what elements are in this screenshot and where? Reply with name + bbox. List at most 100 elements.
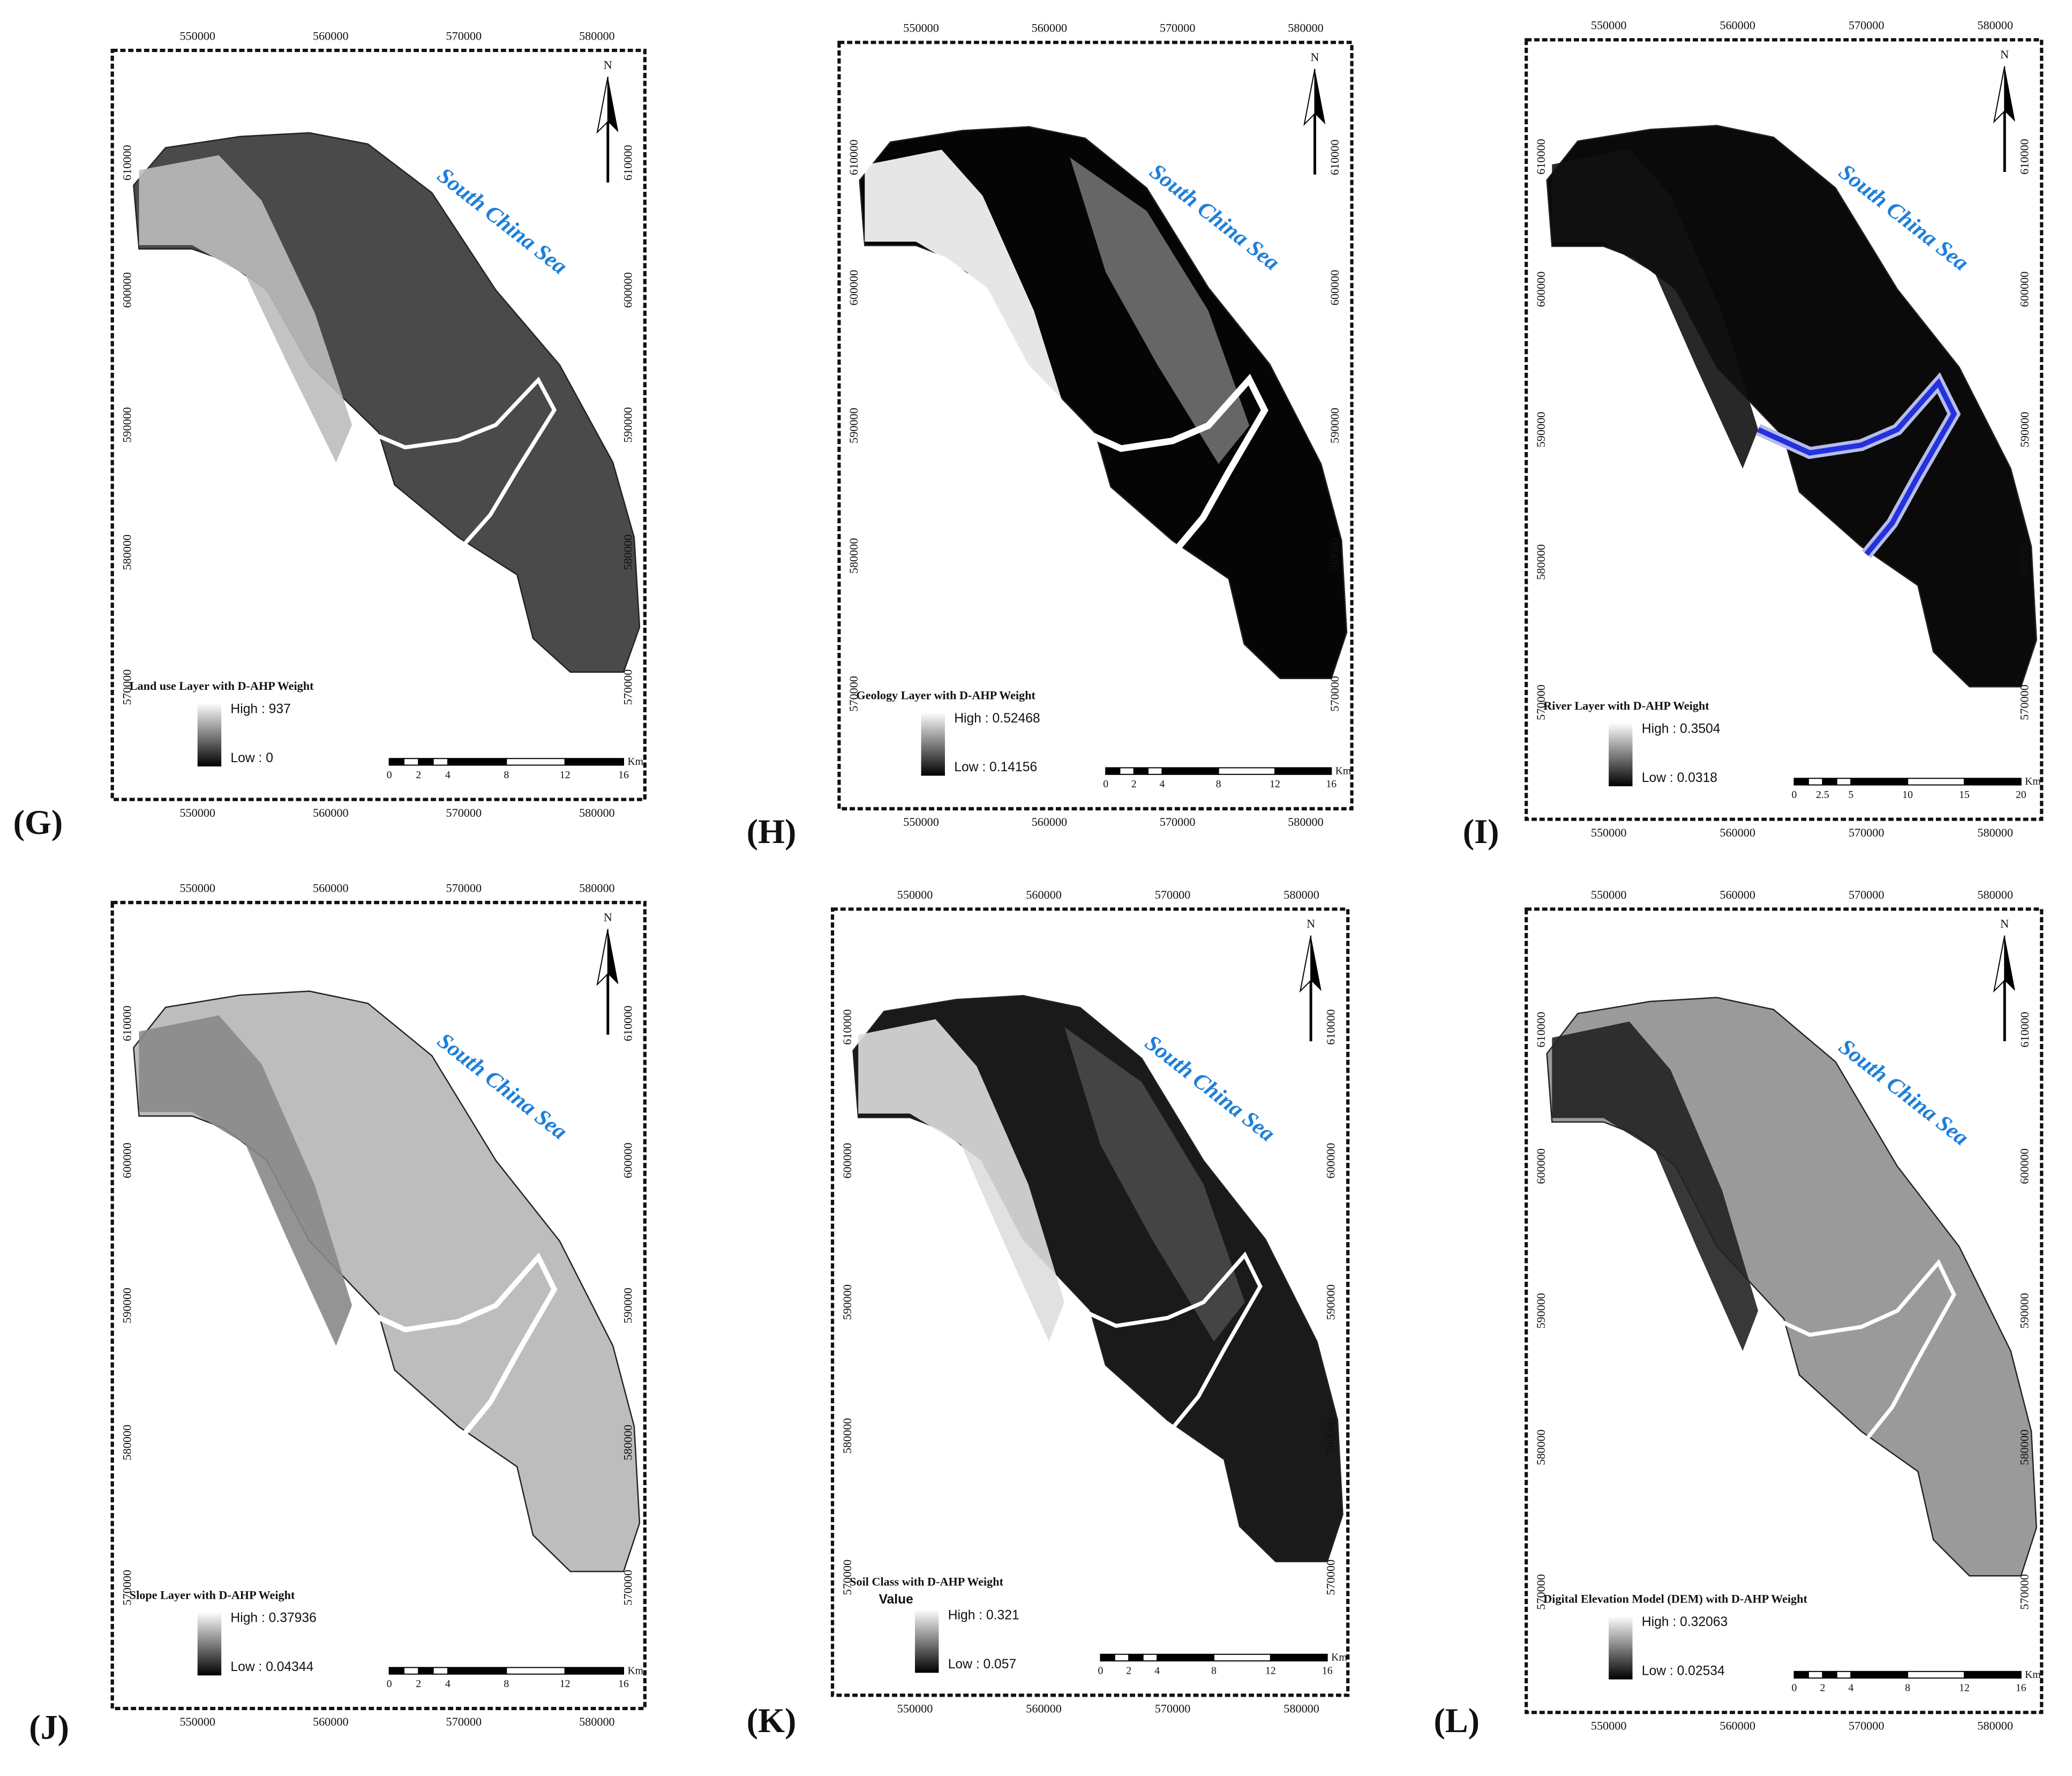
north-arrow — [1311, 935, 1322, 991]
y-coord-label: 610000 — [1534, 1012, 1548, 1048]
x-coord-label: 580000 — [579, 882, 615, 895]
scale-label: 5 — [1848, 789, 1853, 801]
x-coord-label: 550000 — [903, 21, 939, 35]
legend-title: Geology Layer with D-AHP Weight — [857, 688, 1036, 702]
scale-label: 2.5 — [1816, 789, 1829, 801]
y-coord-label: 590000 — [1534, 1293, 1548, 1329]
scale-label: 4 — [1154, 1665, 1160, 1676]
y-coord-label: 580000 — [1324, 1418, 1338, 1454]
scale-label: 10 — [1902, 789, 1913, 801]
scale-label: 16 — [618, 769, 629, 781]
scale-bar-segment — [1793, 1670, 1809, 1679]
legend-gradient — [915, 1609, 939, 1673]
y-coord-label: 600000 — [120, 272, 133, 308]
y-coord-label: 590000 — [1534, 412, 1548, 448]
y-coord-label: 600000 — [2018, 1148, 2031, 1184]
legend-high: High : 0.321 — [948, 1608, 1019, 1623]
x-coord-label: 560000 — [1720, 1719, 1755, 1733]
scale-label: 2 — [1820, 1682, 1825, 1694]
north-arrow — [596, 77, 609, 134]
x-coord-label: 550000 — [179, 1715, 215, 1728]
scale-unit: Km — [2025, 1669, 2041, 1681]
y-coord-label: 610000 — [2018, 139, 2031, 175]
scale-label: 16 — [1322, 1665, 1333, 1676]
y-coord-label: 610000 — [120, 1006, 133, 1042]
scale-bar-segment — [1807, 1670, 1823, 1679]
map-frame — [831, 907, 1350, 1697]
x-coord-label: 580000 — [1977, 826, 2013, 839]
y-coord-label: 570000 — [847, 676, 860, 712]
land-zone — [865, 149, 1070, 464]
scale-label: 8 — [504, 769, 509, 781]
y-coord-label: 600000 — [847, 270, 860, 306]
north-arrow — [1993, 935, 2006, 993]
y-coord-label: 590000 — [621, 1288, 634, 1323]
x-coord-label: 570000 — [446, 806, 482, 819]
scale-unit: Km — [2025, 776, 2041, 787]
x-coord-label: 560000 — [313, 29, 349, 42]
north-arrow — [2005, 935, 2015, 991]
scale-bar-segment — [447, 1667, 507, 1675]
y-coord-label: 600000 — [1534, 1148, 1548, 1184]
x-coord-label: 560000 — [313, 806, 349, 819]
x-coord-label: 560000 — [1720, 19, 1755, 32]
x-coord-label: 580000 — [1283, 1702, 1319, 1715]
scale-bar-segment — [1128, 1653, 1144, 1662]
map-panel: 550000 560000 570000 580000 550000 560000 5700… — [1463, 19, 2044, 851]
scale-bar-segment — [564, 1667, 625, 1675]
scale-bar-segment — [1822, 778, 1837, 786]
y-coord-label: 580000 — [621, 535, 634, 570]
legend-high: High : 0.32063 — [1642, 1615, 1728, 1629]
x-coord-label: 580000 — [579, 1715, 615, 1728]
y-coord-label: 580000 — [847, 538, 860, 574]
scale-bar-segment — [1157, 1653, 1215, 1662]
river — [1757, 378, 1957, 556]
y-coord-label: 570000 — [1534, 1574, 1548, 1610]
y-coord-label: 610000 — [847, 140, 860, 176]
y-coord-label: 600000 — [1328, 270, 1341, 306]
legend-title: River Layer with D-AHP Weight — [1543, 699, 1709, 712]
scale-bar-segment — [1836, 778, 1852, 786]
land-zone — [1552, 1021, 1759, 1351]
scale-bar-segment — [1142, 1653, 1158, 1662]
y-coord-label: 570000 — [2018, 684, 2031, 720]
scale-label: 4 — [445, 769, 451, 781]
scale-label: 12 — [1959, 1682, 1970, 1694]
y-coord-label: 590000 — [2018, 412, 2031, 448]
map-frame — [1525, 907, 2044, 1714]
scale-bar-segment — [388, 758, 404, 766]
y-coord-label: 580000 — [1534, 544, 1548, 580]
legend-low: Low : 0.02534 — [1642, 1664, 1725, 1678]
north-label: N — [604, 58, 612, 72]
x-coord-label: 580000 — [1283, 888, 1319, 901]
legend-gradient — [921, 712, 945, 776]
river — [351, 377, 557, 546]
scale-unit: Km — [1331, 1652, 1347, 1664]
y-coord-label: 570000 — [1534, 684, 1548, 720]
x-coord-label: 560000 — [1026, 888, 1062, 901]
scale-label: 4 — [1848, 1682, 1853, 1694]
river — [1757, 1259, 1956, 1441]
panel-label: (H) — [747, 812, 797, 851]
scale-bar-segment — [1147, 767, 1163, 775]
y-coord-label: 600000 — [840, 1143, 854, 1179]
scale-label: 0 — [1792, 1682, 1797, 1694]
scale-label: 8 — [1216, 778, 1221, 790]
legend-title: Slope Layer with D-AHP Weight — [130, 1588, 295, 1601]
panel-label: (K) — [747, 1702, 797, 1740]
x-coord-label: 560000 — [313, 1715, 349, 1728]
scale-label: 2 — [416, 769, 421, 781]
scale-label: 12 — [560, 769, 570, 781]
north-label: N — [2000, 48, 2009, 61]
scale-bar-segment — [1850, 778, 1909, 786]
x-coord-label: 570000 — [1155, 1702, 1191, 1715]
x-coord-label: 580000 — [579, 29, 615, 42]
x-coord-label: 560000 — [1032, 21, 1068, 35]
x-coord-label: 560000 — [1026, 1702, 1062, 1715]
scale-unit: Km — [627, 756, 643, 767]
y-coord-label: 610000 — [1534, 139, 1548, 175]
y-coord-label: 600000 — [2018, 272, 2031, 307]
scale-label: 0 — [1098, 1665, 1103, 1676]
scale-bar-segment — [1907, 778, 1965, 786]
scale-label: 4 — [1160, 778, 1165, 790]
